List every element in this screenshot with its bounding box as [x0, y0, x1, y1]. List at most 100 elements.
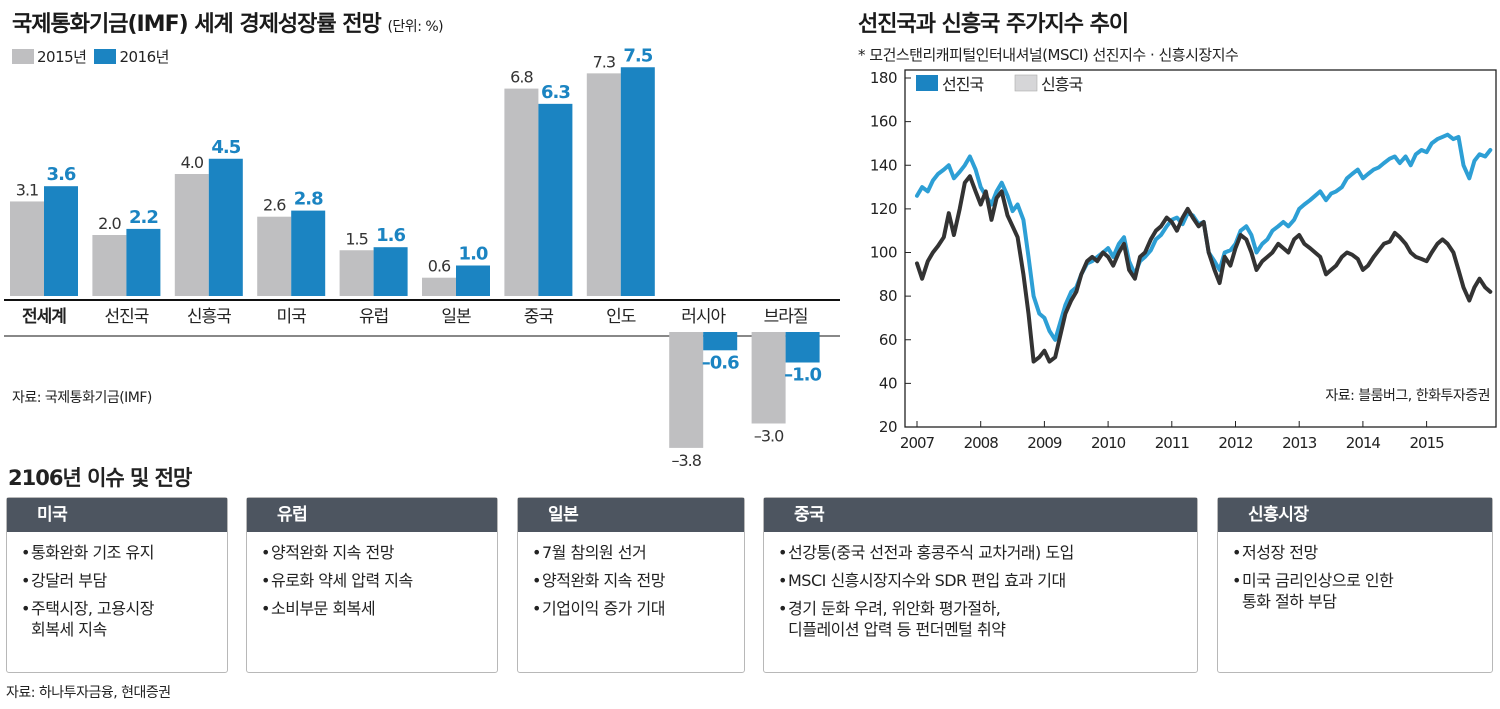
- issue-item: 7월 참의원 선거: [532, 542, 744, 563]
- issue-item: 양적완화 지속 전망: [261, 542, 497, 563]
- issue-item: 유로화 약세 압력 지속: [261, 570, 497, 591]
- x-tick-label: 2007: [900, 434, 935, 452]
- bar-value-label: 6.8: [510, 68, 533, 87]
- bar-value-label: 1.5: [345, 229, 367, 248]
- issue-item: 선강퉁(중국 선전과 홍콩주식 교차거래) 도입: [778, 542, 1197, 563]
- bar-2015-3: [257, 216, 292, 296]
- y-tick-label: 60: [879, 331, 897, 349]
- bar-value-label: 7.5: [623, 45, 652, 66]
- category-label: 일본: [441, 307, 471, 327]
- y-tick-label: 160: [870, 113, 897, 131]
- bar-2016-7: [620, 67, 655, 296]
- right-chart-source: 자료: 블룸버그, 한화투자증권: [1325, 388, 1490, 404]
- issue-box-title: 신흥시장: [1218, 498, 1492, 532]
- issue-item: 양적완화 지속 전망: [532, 570, 744, 591]
- bar-2015-7: [586, 73, 621, 296]
- category-label: 선진국: [104, 307, 148, 327]
- growth-bar-chart: 3.1 3.6 전세계 2.0 2.2 선진국 4.0 4.5 신흥국 2.6 2.8 미국 1.5 1.…: [4, 45, 840, 470]
- bar-2016-5: [456, 265, 490, 296]
- y-tick-label: 40: [879, 374, 897, 392]
- bar-2015-4: [339, 250, 374, 296]
- bar-value-label: 2.0: [98, 214, 121, 233]
- bar-value-label: –1.0: [784, 365, 821, 386]
- bar-value-label: 7.3: [593, 52, 615, 71]
- stock-index-line-chart: 20 40 60 80 100 120 140 160 180 2007 2008 2009 2010 2…: [870, 69, 1497, 452]
- bar-2015-9: [751, 332, 786, 424]
- left-chart-title: 국제통화기금(IMF) 세계 경제성장률 전망 (단위: %): [12, 12, 444, 37]
- category-label: 전세계: [22, 307, 66, 327]
- issue-item: 기업이익 증가 기대: [532, 598, 744, 619]
- y-tick-label: 100: [870, 244, 897, 262]
- left-chart-source: 자료: 국제통화기금(IMF): [12, 390, 152, 406]
- plot-frame: [904, 69, 1497, 428]
- bar-value-label: 3.1: [16, 180, 38, 199]
- y-tick-label: 180: [870, 69, 897, 87]
- series-line-developed: [915, 132, 1493, 342]
- legend-swatch-2015: [12, 49, 34, 64]
- legend-label-2016: 2016년: [119, 48, 169, 66]
- bar-2015-5: [422, 277, 456, 296]
- series-line-emerging: [915, 174, 1493, 364]
- bar-value-label: 3.6: [47, 164, 76, 185]
- issue-box-emerging: 신흥시장 저성장 전망 미국 금리인상으로 인한 통화 절하 부담: [1217, 497, 1493, 673]
- left-chart-unit: (단위: %): [387, 19, 444, 35]
- bar-2016-8: [703, 332, 738, 351]
- bar-2016-1: [126, 228, 161, 296]
- x-tick-label: 2013: [1282, 434, 1317, 452]
- x-tick-label: 2015: [1410, 434, 1445, 452]
- y-tick-label: 20: [879, 418, 897, 436]
- bar-value-label: 6.3: [541, 82, 570, 103]
- bar-2015-2: [174, 174, 209, 296]
- bar-2016-2: [208, 158, 243, 296]
- category-label: 미국: [277, 307, 307, 327]
- x-tick-label: 2008: [964, 434, 999, 452]
- issue-item: 저성장 전망: [1232, 542, 1492, 563]
- bar-value-label: 1.0: [459, 244, 488, 265]
- bar-value-label: 2.2: [129, 207, 158, 228]
- x-tick-label: 2014: [1346, 434, 1381, 452]
- issue-box-title: 미국: [7, 498, 227, 532]
- issue-box-europe: 유럽 양적완화 지속 전망 유로화 약세 압력 지속 소비부문 회복세: [246, 497, 498, 673]
- category-label: 브라질: [764, 307, 808, 327]
- issues-source: 자료: 하나투자금융, 현대증권: [6, 685, 171, 701]
- legend-label-emerging: 신흥국: [1041, 75, 1082, 94]
- bar-2016-4: [373, 247, 408, 296]
- issue-box-title: 일본: [518, 498, 744, 532]
- left-chart-legend: 2015년 2016년: [12, 46, 169, 67]
- y-tick-label: 80: [879, 287, 897, 305]
- right-chart-title: 선진국과 신흥국 주가지수 추이: [858, 12, 1129, 37]
- category-label: 러시아: [681, 307, 726, 327]
- legend-swatch-2016: [94, 49, 117, 64]
- legend-label-developed: 선진국: [942, 75, 983, 94]
- bar-value-label: 2.6: [263, 196, 286, 215]
- bar-value-label: –3.8: [671, 451, 701, 470]
- issue-item: 강달러 부담: [21, 570, 227, 591]
- legend-label-2015: 2015년: [37, 48, 87, 66]
- bar-value-label: 4.0: [181, 153, 204, 172]
- bar-value-label: –0.6: [702, 352, 739, 373]
- y-tick-label: 120: [870, 200, 897, 218]
- issue-item: 주택시장, 고용시장 회복세 지속: [21, 598, 227, 640]
- issue-item: 소비부문 회복세: [261, 598, 497, 619]
- category-label: 인도: [606, 307, 636, 327]
- bar-2016-3: [291, 210, 326, 296]
- bar-value-label: 4.5: [211, 137, 240, 158]
- issue-item: 미국 금리인상으로 인한 통화 절하 부담: [1232, 570, 1492, 612]
- category-label: 유럽: [359, 307, 388, 327]
- x-tick-label: 2012: [1218, 434, 1253, 452]
- right-chart-note: * 모건스탠리캐피털인터내셔널(MSCI) 선진지수 · 신흥시장지수: [858, 46, 1239, 64]
- bar-2015-6: [504, 88, 539, 296]
- bar-2016-9: [785, 332, 820, 363]
- issue-box-usa: 미국 통화완화 기조 유지 강달러 부담 주택시장, 고용시장 회복세 지속: [6, 497, 228, 673]
- x-tick-label: 2011: [1155, 434, 1190, 452]
- x-tick-label: 2009: [1027, 434, 1062, 452]
- issues-section-title: 2106년 이슈 및 전망: [8, 466, 192, 490]
- legend-swatch-emerging: [1014, 74, 1038, 92]
- x-tick-label: 2010: [1091, 434, 1126, 452]
- legend-swatch-developed: [916, 75, 938, 91]
- issue-box-title: 중국: [764, 498, 1197, 532]
- issue-box-china: 중국 선강퉁(중국 선전과 홍콩주식 교차거래) 도입 MSCI 신흥시장지수와…: [763, 497, 1198, 673]
- issue-box-japan: 일본 7월 참의원 선거 양적완화 지속 전망 기업이익 증가 기대: [517, 497, 745, 673]
- bar-value-label: –3.0: [754, 427, 784, 446]
- bar-value-label: 1.6: [376, 225, 405, 246]
